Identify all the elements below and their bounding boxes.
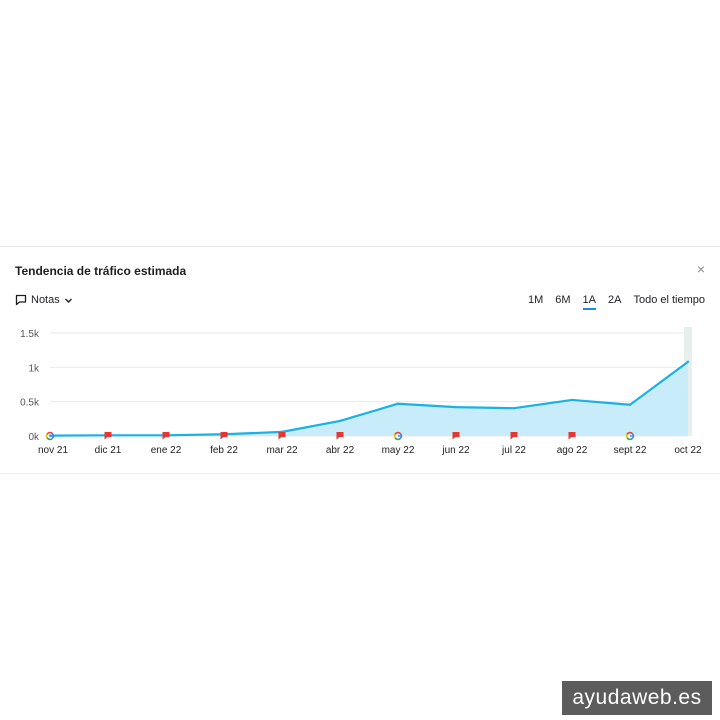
range-tabs: 1M 6M 1A 2A Todo el tiempo: [528, 294, 705, 310]
x-tick-label: feb 22: [210, 445, 238, 456]
range-tab-1m[interactable]: 1M: [527, 294, 544, 306]
x-tick-label: oct 22: [674, 445, 702, 456]
google-icon: [625, 431, 635, 441]
note-flag-icon: [220, 432, 228, 440]
notes-dropdown[interactable]: Notas: [15, 294, 73, 306]
comment-icon: [15, 294, 27, 306]
y-tick-label: 1k: [28, 363, 40, 374]
x-tick-label: may 22: [382, 445, 415, 456]
x-tick-label: jun 22: [441, 445, 470, 456]
google-icon: [393, 431, 403, 441]
range-tab-all-time[interactable]: Todo el tiempo: [633, 294, 705, 306]
note-flag-icon: [104, 432, 112, 440]
area-fill: [50, 361, 688, 436]
x-tick-label: nov 21: [38, 445, 68, 456]
range-tab-6m[interactable]: 6M: [555, 294, 571, 306]
note-flag-icon: [510, 432, 518, 440]
x-tick-label: jul 22: [501, 445, 526, 456]
y-tick-label: 1.5k: [20, 329, 40, 340]
y-tick-label: 0k: [28, 432, 40, 443]
note-flag-icon: [336, 432, 344, 440]
range-tab-2a[interactable]: 2A: [607, 294, 622, 306]
data-point: [396, 402, 400, 405]
traffic-trend-panel: Tendencia de tráfico estimada × Notas 1M…: [0, 246, 720, 474]
data-point: [570, 398, 574, 402]
data-point: [512, 406, 516, 410]
watermark: ayudaweb.es: [562, 681, 712, 715]
google-icon: [45, 431, 55, 441]
x-tick-label: sept 22: [614, 445, 647, 456]
y-tick-label: 0.5k: [20, 398, 40, 409]
note-flag-icon: [568, 432, 576, 440]
x-tick-label: ene 22: [151, 445, 182, 456]
panel-title: Tendencia de tráfico estimada: [15, 264, 187, 278]
close-icon[interactable]: ×: [696, 261, 705, 277]
data-point: [628, 403, 632, 406]
x-tick-label: abr 22: [326, 445, 355, 456]
note-flag-icon: [162, 432, 170, 440]
data-point: [454, 405, 458, 409]
series-line: [49, 360, 689, 437]
note-flag-icon: [278, 432, 286, 440]
chevron-down-icon: [64, 298, 72, 303]
x-tick-label: dic 21: [95, 445, 122, 456]
traffic-chart: 1.5k 1k 0.5k 0k nov 21 dic 21 ene 22 feb 22 mar …: [20, 327, 702, 456]
range-tab-1a[interactable]: 1A: [582, 294, 596, 310]
data-point: [686, 360, 690, 364]
data-point: [338, 419, 342, 423]
x-tick-label: mar 22: [266, 445, 298, 456]
notes-label: Notas: [31, 294, 60, 306]
x-tick-label: ago 22: [557, 445, 588, 456]
note-flag-icon: [452, 432, 460, 440]
